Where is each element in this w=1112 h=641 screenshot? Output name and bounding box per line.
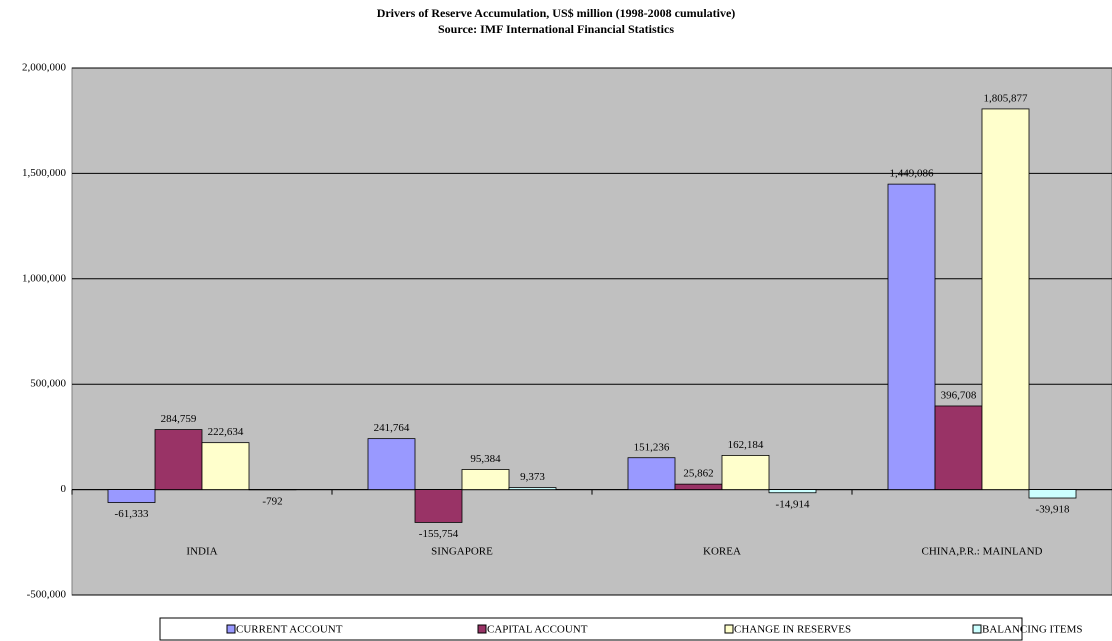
y-tick-label: 1,000,000	[22, 272, 67, 284]
value-label: 9,373	[520, 471, 545, 483]
bar	[981, 108, 1030, 490]
legend-swatch	[477, 624, 487, 634]
x-tick-label: CHINA,P.R.: MAINLAND	[921, 546, 1042, 558]
legend-swatch	[724, 624, 734, 634]
legend-label: BALANCING ITEMS	[982, 624, 1083, 636]
value-label: -39,918	[1036, 504, 1070, 516]
value-label: 284,759	[161, 413, 197, 425]
bar	[887, 183, 936, 490]
chart-title: Drivers of Reserve Accumulation, US$ mil…	[377, 6, 736, 20]
value-label: 162,184	[728, 439, 764, 451]
value-label: 1,449,086	[890, 168, 935, 180]
bar	[107, 489, 156, 503]
value-label: 25,862	[683, 468, 713, 480]
value-label: -792	[262, 495, 282, 507]
y-tick-label: 1,500,000	[22, 167, 67, 179]
value-label: -14,914	[776, 498, 810, 510]
value-label: 151,236	[634, 441, 670, 453]
x-tick-label: SINGAPORE	[431, 546, 493, 558]
y-tick-label: 500,000	[30, 378, 66, 390]
bar	[414, 489, 463, 523]
chart-subtitle: Source: IMF International Financial Stat…	[438, 22, 674, 36]
bar	[1028, 489, 1077, 499]
legend-label: CHANGE IN RESERVES	[734, 624, 851, 636]
bar	[367, 438, 416, 490]
legend-label: CURRENT ACCOUNT	[236, 624, 343, 636]
bar	[934, 405, 983, 491]
bar	[674, 483, 723, 490]
x-tick-label: KOREA	[703, 546, 741, 558]
plot-area	[71, 67, 1112, 596]
legend-swatch	[226, 624, 236, 634]
value-label: -155,754	[419, 528, 459, 540]
legend-box	[159, 617, 1023, 641]
value-label: 396,708	[941, 390, 977, 402]
bar	[201, 442, 250, 491]
y-tick-label: -500,000	[27, 589, 67, 601]
legend-label: CAPITAL ACCOUNT	[487, 624, 588, 636]
bar	[154, 429, 203, 491]
y-tick-label: 2,000,000	[22, 62, 67, 74]
legend-swatch	[972, 624, 982, 634]
bar	[461, 469, 510, 490]
bar	[508, 487, 557, 491]
value-label: 95,384	[470, 453, 501, 465]
x-tick-label: INDIA	[186, 546, 217, 558]
value-label: 222,634	[208, 426, 244, 438]
y-tick-label: 0	[61, 483, 67, 495]
value-label: 1,805,877	[984, 92, 1029, 104]
bar	[768, 489, 817, 494]
value-label: -61,333	[115, 508, 149, 520]
bar	[627, 457, 676, 491]
value-label: 241,764	[374, 422, 410, 434]
bar	[721, 455, 770, 491]
